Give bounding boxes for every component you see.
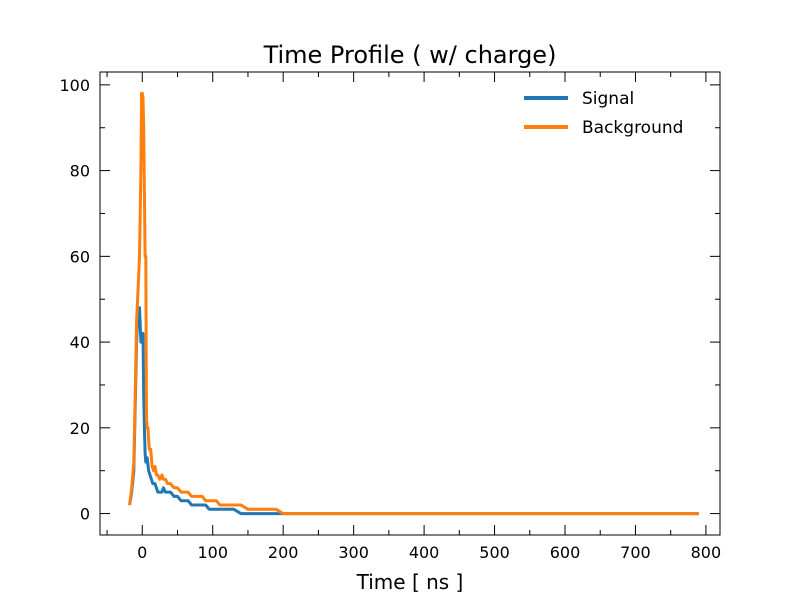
x-tick-label: 800 bbox=[691, 543, 722, 562]
x-tick-label: 0 bbox=[137, 543, 147, 562]
chart-title: Time Profile ( w/ charge) bbox=[263, 41, 557, 69]
x-tick-label: 100 bbox=[197, 543, 228, 562]
plot-area: 0 100 200 300 400 500 600 700 800 0 20 40 60 80 100 bbox=[59, 71, 721, 562]
legend-label-signal: Signal bbox=[582, 89, 634, 109]
legend-label-background: Background bbox=[582, 118, 683, 138]
x-tick-label: 400 bbox=[409, 543, 440, 562]
y-tick-label: 100 bbox=[59, 76, 90, 95]
series-layer bbox=[128, 91, 699, 516]
y-tick-label: 80 bbox=[70, 162, 90, 181]
x-tick-label: 500 bbox=[479, 543, 510, 562]
series-line-signal bbox=[128, 306, 699, 516]
x-axis-label: Time [ ns ] bbox=[356, 570, 464, 594]
x-tick-label: 200 bbox=[268, 543, 299, 562]
y-tick-label: 40 bbox=[70, 333, 90, 352]
y-tick-label: 60 bbox=[70, 247, 90, 266]
x-tick-label: 600 bbox=[550, 543, 581, 562]
axis-ticks: 0 100 200 300 400 500 600 700 800 0 20 40 60 80 100 bbox=[59, 72, 721, 562]
x-tick-label: 300 bbox=[338, 543, 369, 562]
y-tick-label: 20 bbox=[70, 419, 90, 438]
x-tick-label: 700 bbox=[620, 543, 651, 562]
legend: Signal Background bbox=[524, 89, 683, 138]
plot-frame bbox=[99, 71, 721, 536]
y-tick-label: 0 bbox=[80, 505, 90, 524]
series-line-background bbox=[128, 91, 699, 516]
